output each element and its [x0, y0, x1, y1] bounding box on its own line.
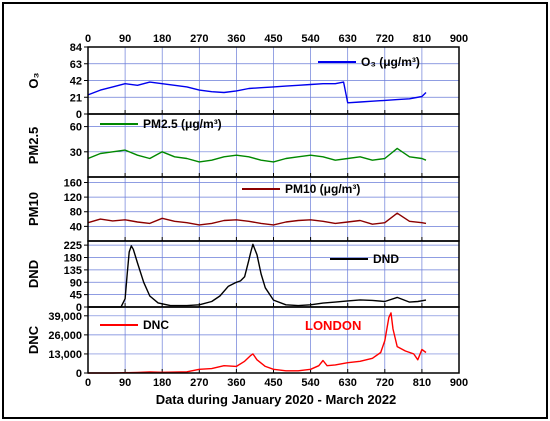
panel-1: 0 21 42 63 84 O₃ O₃ (μg/m³)	[26, 42, 460, 121]
y-axis-title: PM2.5	[26, 127, 41, 165]
top-x-tick-label: 900	[450, 33, 468, 45]
bottom-x-tick-label: 360	[227, 377, 245, 389]
y-axis-title: PM10	[26, 192, 41, 226]
x-axis-title: Data during January 2020 - March 2022	[156, 392, 397, 407]
bottom-x-tick-label: 900	[450, 377, 468, 389]
series-line	[88, 312, 427, 374]
y-tick-label: 39,000	[48, 311, 82, 323]
bottom-x-tick-label: 720	[376, 377, 394, 389]
series-line	[87, 81, 427, 104]
y-axis-title: DND	[26, 260, 41, 288]
series-line	[87, 147, 427, 163]
legend-label: PM2.5 (μg/m³)	[143, 117, 222, 131]
bottom-x-tick-label: 270	[190, 377, 208, 389]
top-x-tick-label: 540	[301, 33, 319, 45]
y-tick-label: 42	[70, 76, 82, 88]
top-x-tick-label: 360	[227, 33, 245, 45]
y-tick-label: 13,000	[48, 349, 82, 361]
bottom-x-tick-label: 450	[264, 377, 282, 389]
y-tick-label: 21	[70, 92, 82, 104]
y-tick-label: 80	[70, 207, 82, 219]
panel-frame	[87, 306, 460, 374]
y-tick-label: 225	[64, 240, 82, 252]
legend-label: O₃ (μg/m³)	[361, 55, 420, 69]
y-tick-label: 45	[70, 290, 82, 302]
y-tick-label: 26,000	[48, 330, 82, 342]
bottom-x-tick-label: 540	[301, 377, 319, 389]
bottom-x-tick-label: 810	[413, 377, 431, 389]
y-tick-label: 40	[70, 221, 82, 233]
top-x-tick-label: 810	[413, 33, 431, 45]
top-x-tick-label: 450	[264, 33, 282, 45]
top-x-tick-label: 90	[119, 33, 131, 45]
top-x-tick-label: 270	[190, 33, 208, 45]
y-axis-title: DNC	[26, 325, 41, 354]
bottom-x-tick-label: 630	[339, 377, 357, 389]
top-x-tick-label: 180	[153, 33, 171, 45]
legend-label: PM10 (μg/m³)	[285, 182, 360, 196]
y-tick-label: 160	[64, 177, 82, 189]
y-tick-label: 135	[64, 265, 82, 277]
annotation-label: LONDON	[305, 318, 361, 333]
legend-label: DNC	[143, 318, 169, 332]
legend-label: DND	[373, 252, 399, 266]
y-tick-label: 30	[70, 147, 82, 159]
top-x-tick-label: 0	[85, 33, 91, 45]
y-tick-label: 63	[70, 59, 82, 71]
y-tick-label: 90	[70, 277, 82, 289]
y-axis-title: O₃	[26, 72, 41, 88]
y-tick-label: 0	[76, 368, 82, 380]
bottom-x-tick-label: 90	[119, 377, 131, 389]
series-line	[88, 243, 427, 308]
y-tick-label: 0	[76, 109, 82, 121]
series-line	[87, 212, 427, 226]
y-tick-label: 180	[64, 253, 82, 265]
y-tick-label: 60	[70, 122, 82, 134]
y-tick-label: 0	[76, 302, 82, 314]
y-tick-label: 120	[64, 192, 82, 204]
panel-5: 0 13,000 26,000 39,000 DNC DNC LONDON	[26, 306, 460, 380]
top-x-tick-label: 720	[376, 33, 394, 45]
y-tick-label: 84	[70, 42, 83, 54]
bottom-x-tick-label: 180	[153, 377, 171, 389]
top-x-tick-label: 630	[339, 33, 357, 45]
bottom-x-tick-label: 0	[85, 377, 91, 389]
